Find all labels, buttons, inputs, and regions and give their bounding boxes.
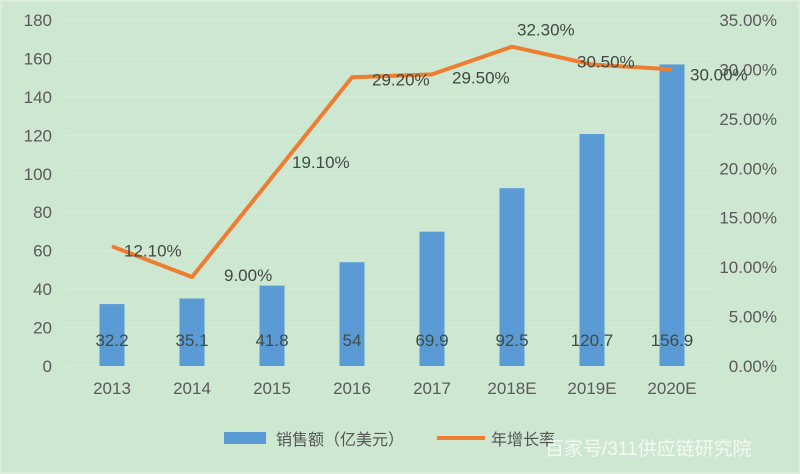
line-value-label: 29.20%	[372, 70, 430, 89]
bar-data-labels: 32.2 35.1 41.8 54 69.9 92.5 120.7 156.9	[95, 331, 693, 350]
right-axis-ticks: 0.00% 5.00% 10.00% 15.00% 20.00% 25.00% 30.00%…	[719, 11, 777, 376]
left-axis-tick: 20	[33, 319, 52, 338]
left-axis-tick: 120	[24, 126, 52, 145]
growth-rate-line	[111, 44, 673, 279]
right-axis-tick: 15.00%	[719, 209, 777, 228]
x-axis-tick: 2020E	[647, 379, 696, 398]
left-axis-tick: 60	[33, 242, 52, 261]
bar-value-label: 156.9	[651, 331, 694, 350]
line-value-label: 30.50%	[577, 52, 635, 71]
line-value-label: 32.30%	[517, 21, 575, 40]
bar	[659, 64, 685, 367]
left-axis-tick: 180	[24, 11, 52, 30]
left-axis-tick: 140	[24, 88, 52, 107]
line-value-label: 12.10%	[124, 241, 182, 260]
x-axis-tick: 2016	[333, 379, 371, 398]
right-axis-tick: 30.00%	[719, 60, 777, 79]
x-axis-tick: 2014	[173, 379, 211, 398]
legend-bar-label: 销售额（亿美元）	[276, 431, 404, 449]
line-value-label: 19.10%	[292, 153, 350, 172]
line-value-label: 9.00%	[224, 266, 272, 285]
bar	[179, 298, 205, 366]
bar-value-label: 54	[343, 331, 362, 350]
x-axis-tick: 2015	[253, 379, 291, 398]
right-axis-tick: 10.00%	[719, 258, 777, 277]
right-axis-tick: 0.00%	[729, 357, 777, 376]
left-axis-tick: 160	[24, 49, 52, 68]
gridlines	[65, 19, 715, 367]
bar	[99, 304, 125, 366]
x-axis-tick: 2018E	[487, 379, 536, 398]
bar-value-label: 69.9	[415, 331, 448, 350]
line-value-label: 29.50%	[452, 68, 510, 87]
left-axis-tick: 40	[33, 280, 52, 299]
left-axis-tick: 80	[33, 203, 52, 222]
bar-value-label: 41.8	[255, 331, 288, 350]
bar	[499, 188, 525, 366]
right-axis-tick: 25.00%	[719, 110, 777, 129]
bar	[339, 262, 365, 366]
bar-value-label: 35.1	[175, 331, 208, 350]
bar-value-label: 92.5	[495, 331, 528, 350]
line-data-labels: 12.10% 9.00% 19.10% 29.20% 29.50% 32.30%30.50…	[124, 21, 748, 285]
right-axis-tick: 35.00%	[719, 11, 777, 30]
bar	[259, 285, 285, 366]
right-axis-tick: 20.00%	[719, 159, 777, 178]
watermark: 百家号/311供应链研究院	[545, 438, 752, 460]
legend-bar-swatch	[224, 432, 266, 444]
x-axis-tick: 2017	[413, 379, 451, 398]
legend-line-label: 年增长率	[491, 431, 555, 449]
left-axis-tick: 100	[24, 165, 52, 184]
bar-value-label: 32.2	[95, 331, 128, 350]
sales-bars	[99, 64, 685, 367]
x-axis-tick: 2019E	[567, 379, 616, 398]
bar	[579, 133, 605, 366]
legend: 销售额（亿美元） 年增长率	[224, 431, 555, 449]
right-axis-tick: 5.00%	[729, 308, 777, 327]
left-axis-ticks: 0 20 40 60 80 100 120 140 160 180	[24, 11, 52, 376]
bar-value-label: 120.7	[571, 331, 614, 350]
bar	[419, 231, 445, 366]
left-axis-tick: 0	[43, 357, 52, 376]
x-axis-tick: 2013	[93, 379, 131, 398]
x-axis-labels: 2013 2014 2015 2016 2017 2018E 2019E 2020E	[93, 379, 697, 398]
line-value-label: 30.00%	[690, 65, 748, 84]
